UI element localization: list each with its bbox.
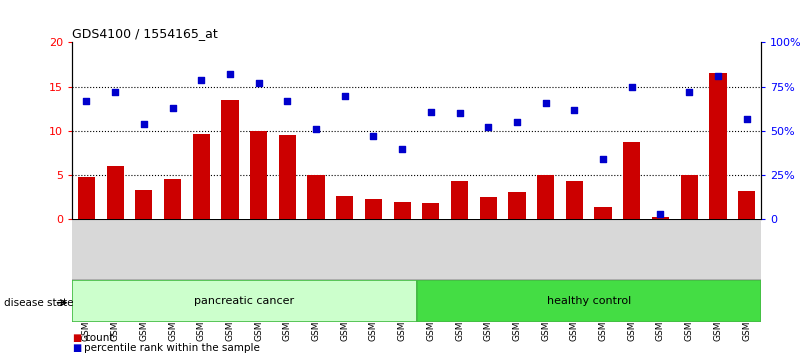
- Bar: [652, 217, 669, 219]
- Bar: [308, 175, 324, 219]
- Point: [654, 211, 667, 217]
- Point: [597, 156, 610, 162]
- Bar: [135, 190, 152, 219]
- Bar: [192, 133, 210, 219]
- Bar: [107, 166, 123, 219]
- Bar: [566, 181, 583, 219]
- Bar: [422, 202, 440, 219]
- Bar: [480, 198, 497, 219]
- Text: ■: ■: [72, 333, 82, 343]
- Bar: [623, 142, 640, 219]
- Point: [195, 77, 207, 82]
- Point: [252, 80, 265, 86]
- Text: count: count: [84, 333, 114, 343]
- Point: [138, 121, 151, 127]
- Bar: [221, 100, 239, 219]
- Point: [682, 89, 695, 95]
- Point: [109, 89, 122, 95]
- Bar: [417, 280, 761, 322]
- Bar: [451, 181, 468, 219]
- Bar: [336, 196, 353, 219]
- Point: [425, 109, 437, 114]
- Bar: [78, 177, 95, 219]
- Point: [626, 84, 638, 90]
- Bar: [537, 175, 554, 219]
- Point: [80, 98, 93, 104]
- Point: [510, 119, 523, 125]
- Point: [166, 105, 179, 111]
- Bar: [709, 73, 727, 219]
- Bar: [393, 202, 411, 219]
- Bar: [738, 191, 755, 219]
- Bar: [72, 280, 417, 322]
- Text: disease state: disease state: [4, 298, 74, 308]
- Text: pancreatic cancer: pancreatic cancer: [194, 296, 294, 306]
- Point: [568, 107, 581, 113]
- Bar: [594, 207, 612, 219]
- Text: healthy control: healthy control: [546, 296, 631, 306]
- Text: percentile rank within the sample: percentile rank within the sample: [84, 343, 260, 353]
- Point: [740, 116, 753, 121]
- Point: [396, 146, 409, 152]
- Point: [223, 72, 236, 77]
- Point: [281, 98, 294, 104]
- Bar: [250, 131, 268, 219]
- Point: [711, 73, 724, 79]
- Bar: [164, 179, 181, 219]
- Point: [310, 126, 323, 132]
- Point: [482, 125, 495, 130]
- Bar: [279, 135, 296, 219]
- Bar: [364, 199, 382, 219]
- Text: GDS4100 / 1554165_at: GDS4100 / 1554165_at: [72, 27, 218, 40]
- Point: [367, 133, 380, 139]
- Text: ■: ■: [72, 343, 82, 353]
- Bar: [509, 192, 525, 219]
- Point: [539, 100, 552, 105]
- Point: [453, 110, 466, 116]
- Bar: [681, 175, 698, 219]
- Point: [338, 93, 351, 98]
